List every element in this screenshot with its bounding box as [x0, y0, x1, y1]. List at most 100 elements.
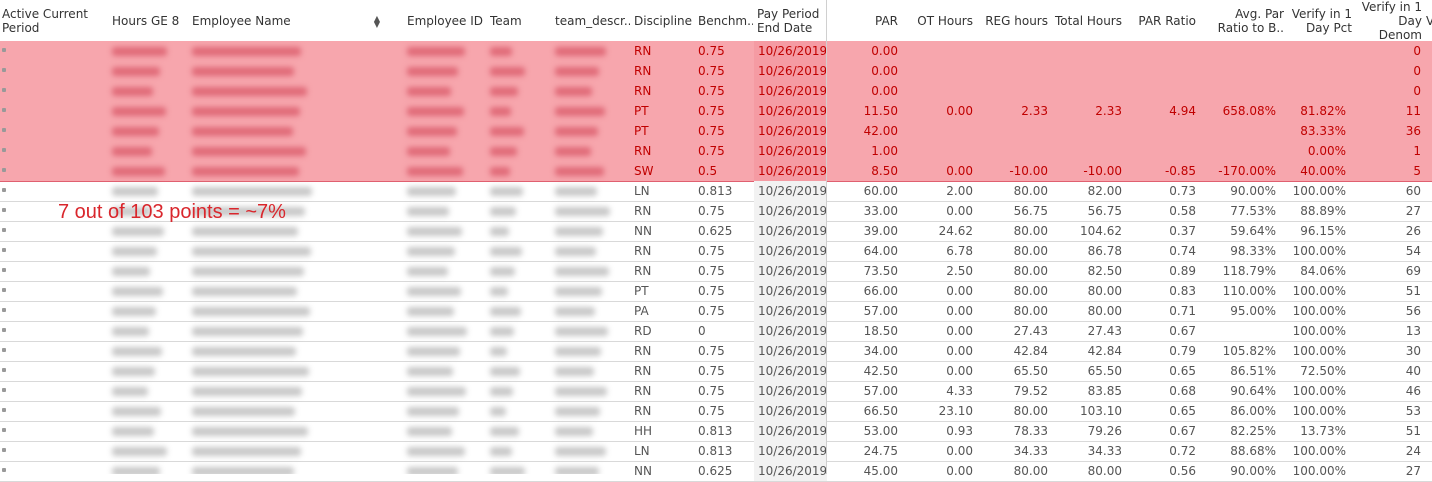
redacted-blob — [490, 187, 523, 196]
redacted-blob — [112, 267, 150, 276]
cell-verify-pct: 96.15% — [1300, 224, 1346, 238]
cell-reg-hours: 80.00 — [1013, 244, 1048, 258]
cell-discipline: RN — [634, 44, 652, 58]
header-verify-pct[interactable]: Verify in 1 Day Pct — [1291, 6, 1352, 35]
cell-ot-hours: 0.00 — [946, 344, 973, 358]
sort-icon[interactable]: ▲ ▼ — [373, 14, 381, 29]
redacted-blob — [490, 287, 508, 296]
redacted-blob — [490, 387, 513, 396]
cell-pay-period-end: 10/26/2019 — [758, 124, 828, 138]
table-row[interactable]: NN 0.625 10/26/2019 39.00 24.62 80.00 104.62 0.… — [0, 221, 1432, 242]
redacted-blob — [192, 467, 294, 474]
row-marker — [2, 408, 6, 412]
header-team[interactable]: Team — [490, 13, 522, 28]
table-row[interactable]: PA 0.75 10/26/2019 57.00 0.00 80.00 80.00 0.71 9… — [0, 301, 1432, 322]
table-row[interactable]: RN 0.75 10/26/2019 33.00 0.00 56.75 56.75 0.58 7… — [0, 201, 1432, 222]
cell-ot-hours: 2.00 — [946, 184, 973, 198]
cell-verify-denom: 0 — [1413, 44, 1421, 58]
redacted-blob — [192, 327, 303, 336]
cell-pay-period-end: 10/26/2019 — [758, 264, 828, 278]
table-row[interactable]: LN 0.813 10/26/2019 24.75 0.00 34.33 34.33 0.72… — [0, 441, 1432, 462]
header-total-hours[interactable]: Total Hours — [1055, 13, 1122, 28]
redacted-blob — [112, 387, 148, 396]
cell-verify-pct: 81.82% — [1300, 104, 1346, 118]
table-row[interactable]: LN 0.813 10/26/2019 60.00 2.00 80.00 82.00 0.73… — [0, 181, 1432, 202]
cell-verify-pct: 100.00% — [1292, 464, 1346, 478]
table-row[interactable]: RD 0 10/26/2019 18.50 0.00 27.43 27.43 0.67 100.… — [0, 321, 1432, 342]
header-hours-ge8[interactable]: Hours GE 8 — [112, 13, 180, 28]
table-row[interactable]: RN 0.75 10/26/2019 42.50 0.00 65.50 65.50 0.65 8… — [0, 361, 1432, 382]
header-par[interactable]: PAR — [874, 13, 898, 28]
cell-discipline: RN — [634, 84, 652, 98]
cell-par: 42.00 — [863, 124, 898, 138]
header-reg-hours[interactable]: REG hours — [985, 13, 1048, 28]
table-row[interactable]: RN 0.75 10/26/2019 34.00 0.00 42.84 42.84 0.79 1… — [0, 341, 1432, 362]
pay-period-bg — [754, 341, 827, 361]
header-pay-period-end-date[interactable]: Pay Period End Date — [757, 6, 820, 35]
cell-pay-period-end: 10/26/2019 — [758, 284, 828, 298]
cell-benchmark: 0.813 — [698, 184, 733, 198]
cell-ot-hours: 0.00 — [946, 464, 973, 478]
header-team-descr[interactable]: team_descr.. — [555, 13, 630, 28]
pay-period-bg — [754, 281, 827, 301]
header-employee-name[interactable]: Employee Name — [192, 13, 291, 28]
cell-reg-hours: 65.50 — [1013, 364, 1048, 378]
header-ot-hours[interactable]: OT Hours — [917, 13, 973, 28]
header-employee-id[interactable]: Employee ID — [407, 13, 484, 28]
table-row[interactable]: RN 0.75 10/26/2019 57.00 4.33 79.52 83.85 0.68 9… — [0, 381, 1432, 402]
row-marker — [2, 168, 6, 172]
redacted-blob — [555, 367, 594, 376]
cell-benchmark: 0.75 — [698, 264, 725, 278]
cell-verify-pct: 100.00% — [1292, 284, 1346, 298]
redacted-blob — [112, 67, 160, 76]
cell-verify-denom: 11 — [1405, 104, 1421, 118]
redacted-blob — [490, 167, 510, 176]
cell-discipline: RN — [634, 144, 652, 158]
header-avg-par-ratio[interactable]: Avg. Par Ratio to B.. — [1217, 6, 1284, 35]
cell-discipline: RN — [634, 204, 652, 218]
header-active-current-period[interactable]: Active Current Period — [2, 6, 89, 35]
redacted-blob — [112, 47, 167, 56]
cell-benchmark: 0.813 — [698, 424, 733, 438]
redacted-blob — [555, 147, 591, 156]
table-row[interactable]: RN 0.75 10/26/2019 66.50 23.10 80.00 103.10 0.6… — [0, 401, 1432, 422]
cell-par-ratio — [1130, 141, 1196, 161]
header-par-ratio[interactable]: PAR Ratio — [1138, 13, 1196, 28]
table-row[interactable]: PT 0.75 10/26/2019 66.00 0.00 80.00 80.00 0.83 1… — [0, 281, 1432, 302]
cell-discipline: NN — [634, 464, 652, 478]
redacted-blob — [407, 207, 449, 216]
cell-reg-hours: 56.75 — [1013, 204, 1048, 218]
cell-avg-par-ratio: 98.33% — [1230, 244, 1276, 258]
cell-par: 57.00 — [863, 384, 898, 398]
cell-benchmark: 0.75 — [698, 104, 725, 118]
redacted-blob — [112, 87, 153, 96]
cell-pay-period-end: 10/26/2019 — [758, 344, 828, 358]
cell-avg-par-ratio: 86.51% — [1230, 364, 1276, 378]
cell-par: 39.00 — [863, 224, 898, 238]
header-discipline[interactable]: Discipline — [634, 13, 693, 28]
row-marker — [2, 148, 6, 152]
cell-par: 0.00 — [871, 84, 898, 98]
table-row[interactable]: RN 0.75 10/26/2019 73.50 2.50 80.00 82.50 0.89 1… — [0, 261, 1432, 282]
row-marker — [2, 128, 6, 132]
redacted-blob — [555, 67, 599, 76]
redacted-blob — [112, 347, 162, 356]
cell-par-ratio: 0.65 — [1169, 364, 1196, 378]
header-verify-denom[interactable]: Verify in 1 Day Denom — [1361, 0, 1422, 41]
redacted-blob — [490, 307, 521, 316]
header-benchmark[interactable]: Benchm.. — [698, 13, 753, 28]
cell-par-ratio: 0.73 — [1169, 184, 1196, 198]
cell-pay-period-end: 10/26/2019 — [758, 304, 828, 318]
cell-ot-hours: 2.50 — [946, 264, 973, 278]
cell-total-hours: 80.00 — [1087, 464, 1122, 478]
redacted-blob — [555, 407, 600, 416]
redacted-blob — [192, 87, 307, 96]
table-row[interactable]: HH 0.813 10/26/2019 53.00 0.93 78.33 79.26 0.67… — [0, 421, 1432, 442]
redacted-blob — [407, 187, 456, 196]
cell-total-hours: 103.10 — [1080, 404, 1122, 418]
cell-ot-hours — [905, 121, 973, 141]
row-marker — [2, 48, 6, 52]
table-row[interactable]: RN 0.75 10/26/2019 64.00 6.78 80.00 86.78 0.74 9… — [0, 241, 1432, 262]
cell-discipline: RN — [634, 344, 652, 358]
cell-benchmark: 0.75 — [698, 64, 725, 78]
